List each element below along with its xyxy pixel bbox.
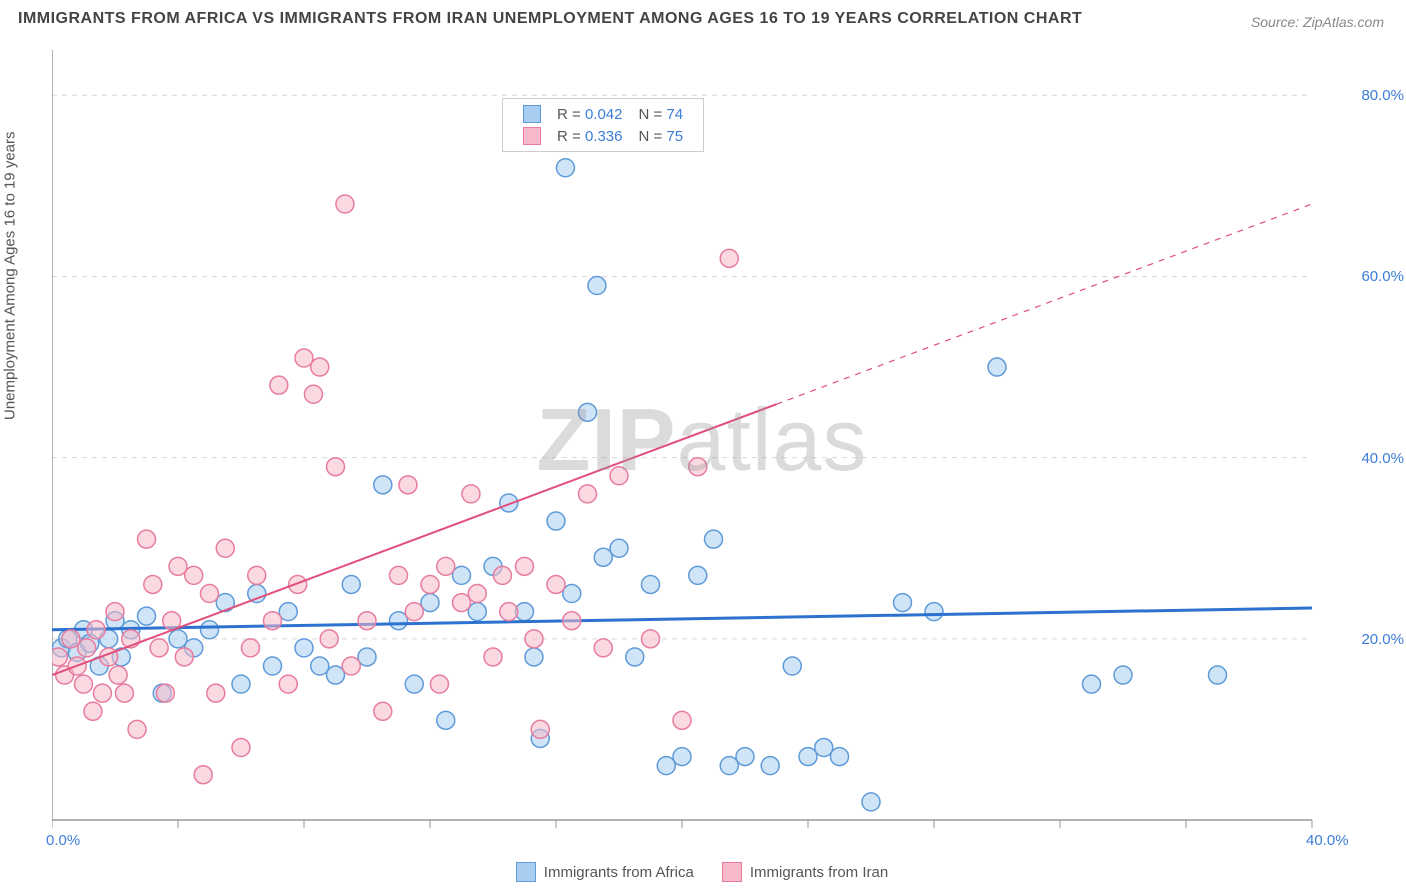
source-label: Source: ZipAtlas.com	[1251, 14, 1384, 30]
y-axis-label: Unemployment Among Ages 16 to 19 years	[2, 131, 19, 420]
legend-item: Immigrants from Africa	[516, 862, 694, 882]
y-tick-label: 60.0%	[1361, 268, 1404, 285]
legend-stat-row: R = 0.042N = 74	[515, 103, 691, 125]
y-tick-label: 20.0%	[1361, 631, 1404, 648]
scatter-plot	[52, 50, 1352, 840]
x-tick-label: 40.0%	[1306, 832, 1349, 849]
chart-container: ZIPatlas R = 0.042N = 74R = 0.336N = 75	[52, 50, 1352, 840]
legend-item: Immigrants from Iran	[722, 862, 888, 882]
legend-label: Immigrants from Africa	[544, 864, 694, 881]
legend-stat-row: R = 0.336N = 75	[515, 125, 691, 147]
legend-swatch	[516, 862, 536, 882]
chart-title: IMMIGRANTS FROM AFRICA VS IMMIGRANTS FRO…	[18, 10, 1082, 28]
x-tick-label: 0.0%	[46, 832, 80, 849]
y-tick-label: 80.0%	[1361, 87, 1404, 104]
correlation-legend: R = 0.042N = 74R = 0.336N = 75	[502, 98, 704, 152]
legend-label: Immigrants from Iran	[750, 864, 888, 881]
legend-swatch	[722, 862, 742, 882]
series-legend: Immigrants from Africa Immigrants from Ir…	[52, 862, 1352, 882]
y-tick-label: 40.0%	[1361, 450, 1404, 467]
